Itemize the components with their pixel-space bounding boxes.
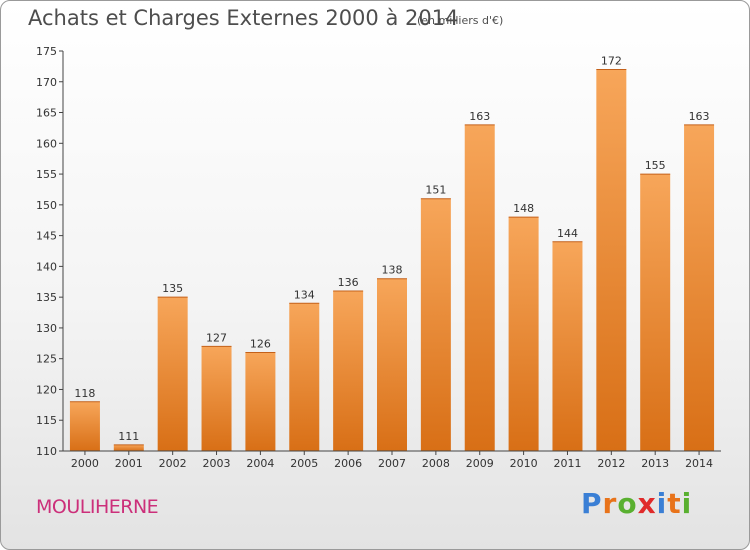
bar-2011 (552, 241, 583, 451)
bar-2005 (289, 303, 320, 451)
value-label-2010: 148 (513, 202, 534, 215)
bar-2007 (377, 278, 407, 451)
x-tick-label-2006: 2006 (334, 457, 362, 470)
y-tick-label: 120 (36, 383, 57, 396)
x-tick-label-2003: 2003 (203, 457, 231, 470)
logo-letter: i (681, 487, 693, 520)
y-tick-label: 130 (36, 322, 57, 335)
x-tick-label-2004: 2004 (246, 457, 274, 470)
bar-2004 (245, 352, 276, 451)
bar-2013 (640, 174, 671, 452)
chart-title: Achats et Charges Externes 2000 à 2014 (28, 6, 459, 30)
x-tick-label-2011: 2011 (553, 457, 581, 470)
x-tick-label-2001: 2001 (115, 457, 143, 470)
x-tick-label-2008: 2008 (422, 457, 450, 470)
y-tick-label: 140 (36, 260, 57, 273)
value-label-2000: 118 (74, 387, 95, 400)
bar-2010 (508, 217, 539, 451)
logo-letter: o (617, 487, 638, 520)
y-axis: 110 115 120 125 130 135 140 145 150 155 160 165 170 1… (36, 45, 64, 458)
logo-letter: t (667, 487, 682, 520)
bar-2002 (157, 297, 188, 451)
bar-2001 (113, 444, 144, 451)
value-label-2004: 126 (250, 338, 271, 351)
x-axis: 2000 2001 2002 2003 2004 2005 2006 2007 2008 2009… (63, 450, 721, 470)
value-label-2006: 136 (338, 276, 359, 289)
bar-2014 (684, 124, 715, 451)
y-tick-label: 115 (36, 414, 57, 427)
value-label-2001: 111 (118, 430, 139, 443)
value-label-2009: 163 (469, 110, 490, 123)
bar-2000 (69, 401, 100, 451)
value-label-2007: 138 (382, 264, 403, 277)
chart-subtitle: (en milliers d'€) (417, 14, 504, 27)
y-tick-label: 155 (36, 168, 57, 181)
value-label-2003: 127 (206, 331, 227, 344)
bar-2006 (333, 291, 364, 451)
x-tick-label-2013: 2013 (641, 457, 669, 470)
value-label-2013: 155 (645, 159, 666, 172)
y-tick-label: 175 (36, 45, 57, 58)
value-label-2008: 151 (425, 184, 446, 197)
y-tick-label: 125 (36, 353, 57, 366)
y-tick-label: 170 (36, 76, 57, 89)
y-tick-label: 145 (36, 230, 57, 243)
logo-letter: P (581, 487, 603, 520)
y-tick-label: 150 (36, 199, 57, 212)
x-tick-label-2014: 2014 (685, 457, 713, 470)
logo-letter: r (602, 487, 618, 520)
y-tick-label: 165 (36, 107, 57, 120)
value-label-2012: 172 (601, 54, 622, 67)
value-label-2002: 135 (162, 282, 183, 295)
x-tick-label-2000: 2000 (71, 457, 99, 470)
logo-letter: i (656, 487, 668, 520)
y-tick-label: 160 (36, 137, 57, 150)
x-tick-label-2007: 2007 (378, 457, 406, 470)
value-label-2011: 144 (557, 227, 578, 240)
x-tick-label-2010: 2010 (510, 457, 538, 470)
bar-2012 (596, 69, 627, 451)
x-tick-label-2005: 2005 (290, 457, 318, 470)
value-label-2014: 163 (689, 110, 710, 123)
bars: 118 111 135 127 126 134 136 138 151 163 148 144 172 1… (69, 54, 715, 452)
x-tick-label-2002: 2002 (159, 457, 187, 470)
logo-letter: x (637, 487, 657, 520)
x-tick-label-2009: 2009 (466, 457, 494, 470)
proxiti-logo: Proxiti (581, 487, 692, 520)
bar-2009 (464, 124, 495, 451)
y-tick-label: 110 (36, 445, 57, 458)
value-label-2005: 134 (294, 288, 315, 301)
bar-2003 (201, 346, 232, 451)
bar-2008 (420, 198, 451, 451)
y-tick-label: 135 (36, 291, 57, 304)
commune-name: MOULIHERNE (36, 496, 159, 518)
x-tick-label-2012: 2012 (597, 457, 625, 470)
